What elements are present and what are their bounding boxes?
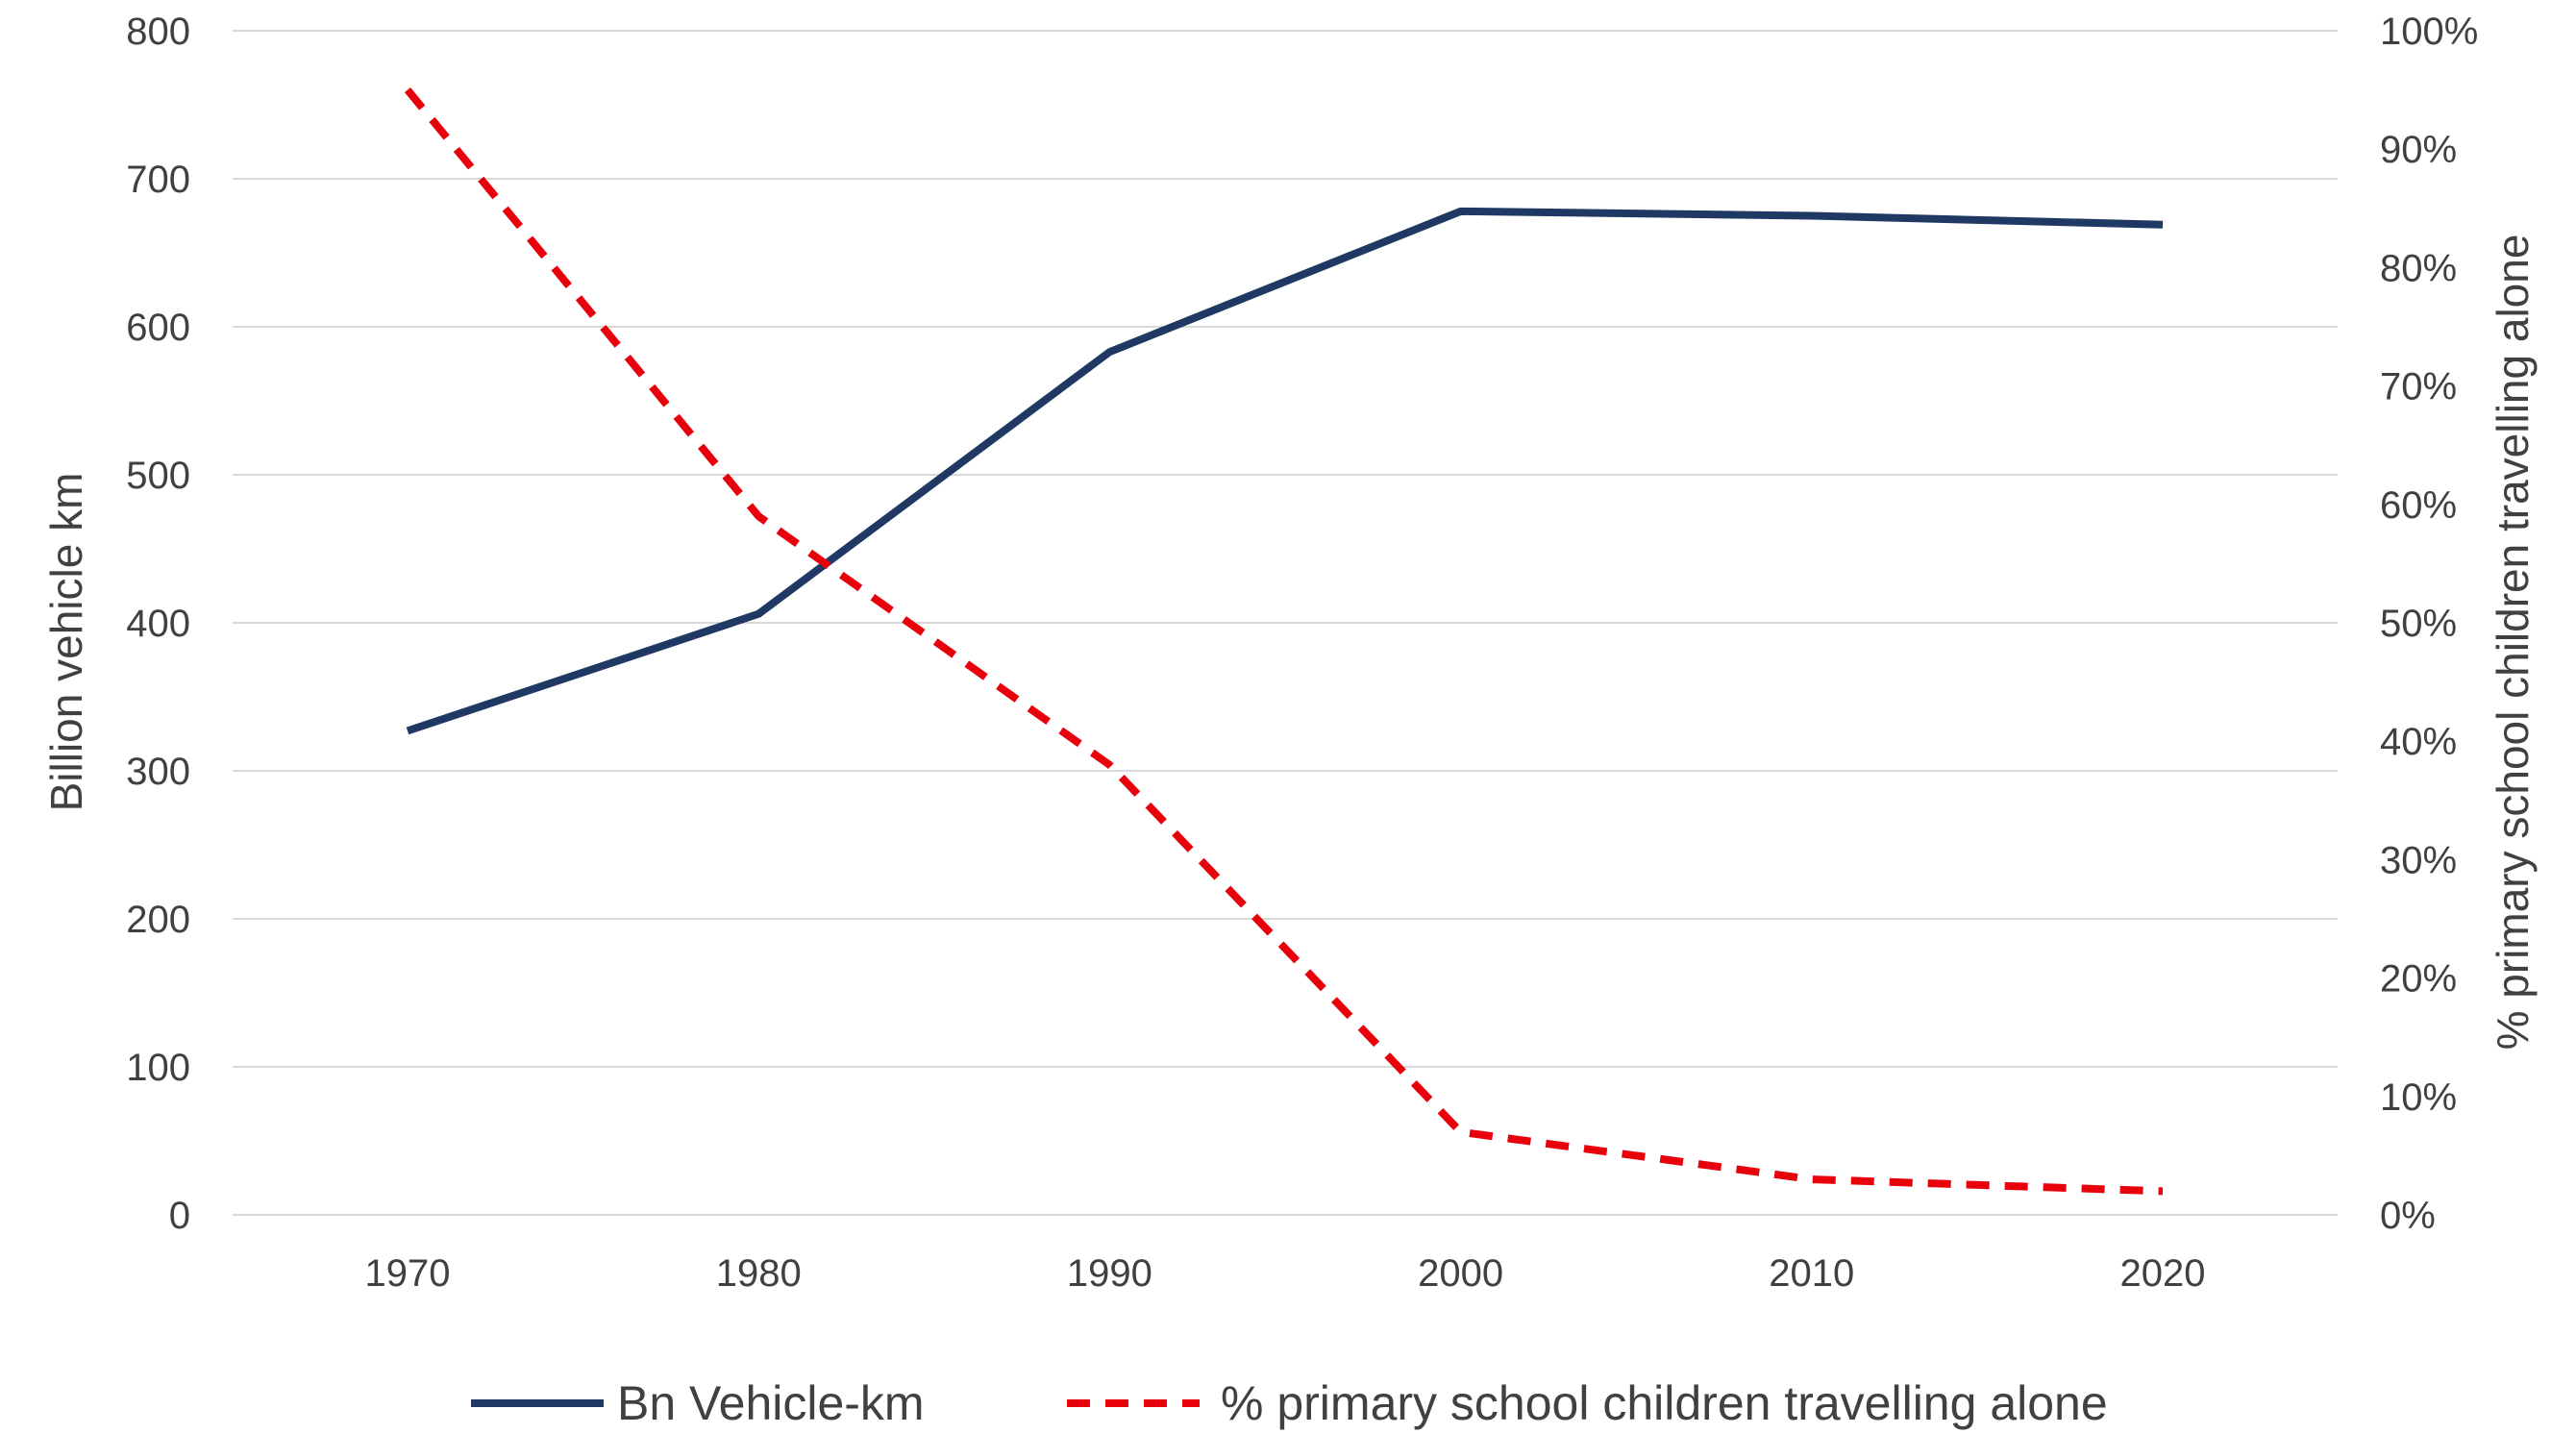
left-tick-label: 100 [126,1047,190,1089]
right-tick-label: 60% [2380,484,2457,527]
left-tick-label: 700 [126,159,190,201]
right-axis-ticks: 0% 10% 20% 30% 40% 50% 60% 70% 80% 90% 100% [2380,11,2478,1237]
x-tick-label: 1970 [365,1252,451,1295]
series-line-vehicle-km [406,207,2164,735]
right-tick-label: 20% [2380,958,2457,1001]
right-tick-label: 0% [2380,1195,2436,1237]
right-tick-label: 40% [2380,721,2457,763]
legend: Bn Vehicle-km % primary school children … [471,1376,2108,1430]
x-tick-label: 1990 [1067,1252,1152,1295]
gridlines [233,30,2338,1216]
left-axis-title: Billion vehicle km [41,473,91,812]
x-tick-label: 2020 [2120,1252,2206,1295]
left-tick-label: 400 [126,603,190,645]
left-tick-label: 300 [126,751,190,793]
left-axis-ticks: 0 100 200 300 400 500 600 700 800 [126,11,190,1237]
right-tick-label: 100% [2380,11,2478,53]
right-tick-label: 10% [2380,1076,2457,1119]
series-lines [404,87,2164,1196]
left-tick-label: 200 [126,899,190,941]
right-tick-label: 90% [2380,129,2457,171]
right-axis-title: % primary school children travelling alo… [2488,235,2538,1051]
right-tick-label: 50% [2380,603,2457,645]
legend-label-vehicle-km: Bn Vehicle-km [617,1376,925,1430]
x-axis-ticks: 1970 1980 1990 2000 2010 2020 [365,1252,2206,1295]
x-tick-label: 1980 [716,1252,802,1295]
legend-label-children-alone: % primary school children travelling alo… [1221,1376,2108,1430]
series-line-children-alone [404,87,2164,1196]
left-tick-label: 500 [126,455,190,497]
left-tick-label: 600 [126,307,190,349]
right-tick-label: 70% [2380,366,2457,408]
right-tick-label: 80% [2380,247,2457,289]
left-tick-label: 0 [169,1195,190,1237]
x-tick-label: 2010 [1769,1252,1854,1295]
left-tick-label: 800 [126,11,190,53]
right-tick-label: 30% [2380,839,2457,881]
x-tick-label: 2000 [1418,1252,1503,1295]
